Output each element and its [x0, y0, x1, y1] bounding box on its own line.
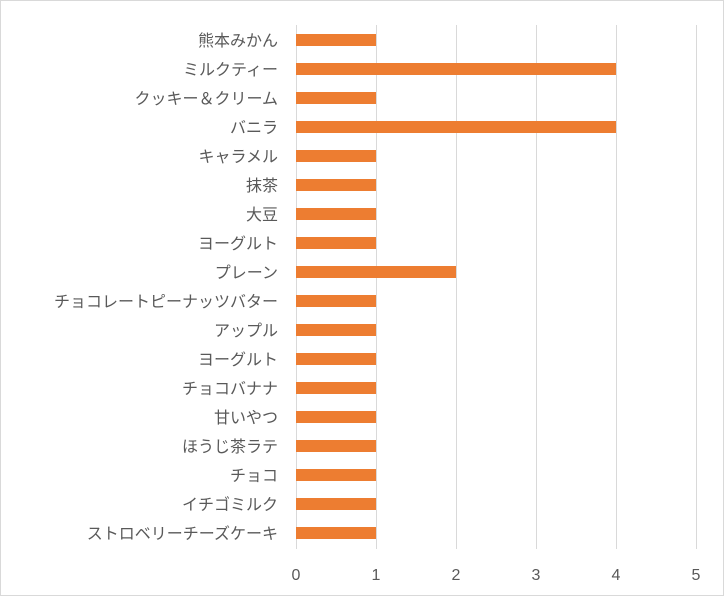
bar — [296, 527, 376, 539]
bar — [296, 382, 376, 394]
bar — [296, 208, 376, 220]
x-tick-label: 1 — [372, 567, 381, 584]
x-tick-label: 2 — [452, 567, 461, 584]
category-label: キャラメル — [198, 147, 278, 166]
category-label: チョコバナナ — [182, 379, 278, 398]
category-label: チョコレートピーナッツバター — [54, 292, 278, 311]
bars — [296, 34, 616, 539]
value-axis: 0 1 2 3 4 5 — [292, 567, 701, 584]
gridlines — [296, 25, 697, 549]
x-tick-label: 5 — [692, 567, 701, 584]
bar — [296, 179, 376, 191]
category-label: 大豆 — [246, 205, 278, 224]
category-label: 熊本みかん — [198, 31, 278, 50]
category-label: アップル — [214, 321, 278, 340]
bar — [296, 498, 376, 510]
x-tick-label: 0 — [292, 567, 301, 584]
category-label: イチゴミルク — [182, 495, 278, 514]
bar — [296, 150, 376, 162]
category-axis: 熊本みかんミルクティークッキー＆クリームバニラキャラメル抹茶大豆ヨーグルトプレー… — [54, 31, 278, 543]
category-label: 抹茶 — [246, 176, 278, 195]
bar — [296, 237, 376, 249]
category-label: クッキー＆クリーム — [134, 89, 278, 108]
bar — [296, 411, 376, 423]
bar — [296, 92, 376, 104]
bar — [296, 324, 376, 336]
x-tick-label: 4 — [612, 567, 621, 584]
bar — [296, 440, 376, 452]
bar — [296, 353, 376, 365]
x-tick-label: 3 — [532, 567, 541, 584]
category-label: バニラ — [230, 118, 278, 137]
category-label: チョコ — [230, 466, 278, 485]
bar — [296, 295, 376, 307]
category-label: ミルクティー — [183, 60, 278, 79]
category-label: ほうじ茶ラテ — [182, 437, 278, 456]
bar — [296, 469, 376, 481]
category-label: ヨーグルト — [198, 350, 278, 369]
bar — [296, 121, 616, 133]
category-label: 甘いやつ — [214, 408, 278, 427]
bar — [296, 266, 456, 278]
bar — [296, 34, 376, 46]
bar — [296, 63, 616, 75]
category-label: ストロベリーチーズケーキ — [87, 524, 278, 543]
category-label: ヨーグルト — [198, 234, 278, 253]
category-label: プレーン — [215, 263, 278, 282]
